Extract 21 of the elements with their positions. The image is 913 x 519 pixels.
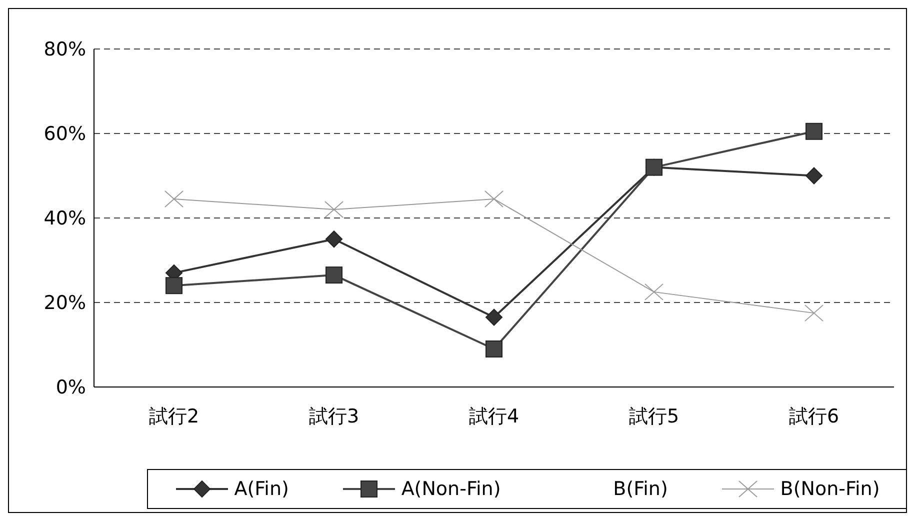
x-tick-label: 試行5 xyxy=(628,405,680,428)
x-tick-label: 試行3 xyxy=(308,405,360,428)
x-tick-label: 試行6 xyxy=(788,405,840,428)
x-tick-label: 試行4 xyxy=(468,405,520,428)
x-tick-label: 試行2 xyxy=(148,405,200,428)
point xyxy=(486,340,502,358)
legend-label: B(Non-Fin) xyxy=(780,478,880,500)
y-tick-label: 40% xyxy=(44,208,86,230)
point xyxy=(166,277,182,294)
point xyxy=(326,266,342,284)
y-tick-label: 0% xyxy=(56,376,86,399)
text: B(Fin) xyxy=(613,478,668,500)
y-tick-label: 60% xyxy=(44,123,86,146)
legend-label: A(Fin) xyxy=(234,478,289,500)
point xyxy=(326,230,342,248)
point xyxy=(806,122,822,140)
legend-label: A(Non-Fin) xyxy=(401,478,501,500)
y-tick-label: 80% xyxy=(44,38,86,61)
y-tick-label: 20% xyxy=(44,292,86,314)
point xyxy=(806,167,822,184)
point xyxy=(486,308,502,326)
